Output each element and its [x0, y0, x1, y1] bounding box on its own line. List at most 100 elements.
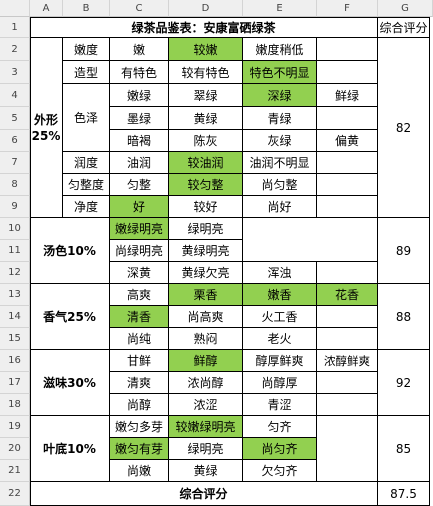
jingdu-label[interactable]: 净度	[63, 196, 110, 218]
empty-cell[interactable]	[317, 394, 378, 416]
row-header-1[interactable]: 1	[0, 17, 30, 38]
col-header-e[interactable]: E	[243, 0, 317, 17]
empty-cell[interactable]	[317, 152, 378, 174]
total-label[interactable]: 综合评分	[30, 482, 378, 506]
option-cell[interactable]: 青涩	[243, 394, 317, 416]
option-cell-selected[interactable]: 清香	[110, 306, 169, 328]
option-cell-selected[interactable]: 鲜醇	[169, 350, 243, 372]
col-header-b[interactable]: B	[63, 0, 110, 17]
row-header-2[interactable]: 2	[0, 38, 30, 61]
row-header-8[interactable]: 8	[0, 174, 30, 196]
row-header-14[interactable]: 14	[0, 306, 30, 328]
option-cell[interactable]: 有特色	[110, 61, 169, 84]
option-cell[interactable]: 黄绿	[169, 460, 243, 482]
empty-cell[interactable]	[317, 61, 378, 84]
option-cell[interactable]: 尚嫩	[110, 460, 169, 482]
tangse-label[interactable]: 汤色10%	[30, 218, 110, 284]
title-cell[interactable]: 绿茶品鉴表：安康富硒绿茶	[30, 17, 378, 38]
option-cell[interactable]: 高爽	[110, 284, 169, 306]
empty-cell[interactable]	[317, 372, 378, 394]
waixing-label[interactable]: 外形 25%	[30, 38, 63, 218]
row-header-10[interactable]: 10	[0, 218, 30, 240]
option-cell[interactable]: 黄绿明亮	[169, 240, 243, 262]
option-cell-selected[interactable]: 花香	[317, 284, 378, 306]
row-header-22[interactable]: 22	[0, 482, 30, 506]
row-header-20[interactable]: 20	[0, 438, 30, 460]
waixing-score[interactable]: 82	[378, 38, 430, 218]
option-cell[interactable]: 黄绿	[169, 107, 243, 130]
option-cell[interactable]: 醇厚鲜爽	[243, 350, 317, 372]
option-cell[interactable]: 偏黄	[317, 130, 378, 152]
option-cell[interactable]: 油润	[110, 152, 169, 174]
option-cell[interactable]: 深黄	[110, 262, 169, 284]
option-cell[interactable]: 匀齐	[243, 416, 317, 438]
row-header-21[interactable]: 21	[0, 460, 30, 482]
row-header-15[interactable]: 15	[0, 328, 30, 350]
option-cell-selected[interactable]: 栗香	[169, 284, 243, 306]
row-header-9[interactable]: 9	[0, 196, 30, 218]
option-cell[interactable]: 浓涩	[169, 394, 243, 416]
score-header-cell[interactable]: 综合评分	[378, 17, 430, 38]
row-header-7[interactable]: 7	[0, 152, 30, 174]
row-header-5[interactable]: 5	[0, 107, 30, 130]
option-cell-selected[interactable]: 较匀整	[169, 174, 243, 196]
option-cell[interactable]: 墨绿	[110, 107, 169, 130]
option-cell[interactable]: 绿明亮	[169, 438, 243, 460]
empty-cell[interactable]	[317, 306, 378, 328]
option-cell-selected[interactable]: 特色不明显	[243, 61, 317, 84]
row-header-18[interactable]: 18	[0, 394, 30, 416]
option-cell[interactable]: 油润不明显	[243, 152, 317, 174]
row-header-11[interactable]: 11	[0, 240, 30, 262]
row-header-17[interactable]: 17	[0, 372, 30, 394]
yunzhengdu-label[interactable]: 匀整度	[63, 174, 110, 196]
option-cell[interactable]: 尚醇	[110, 394, 169, 416]
option-cell[interactable]: 嫩匀多芽	[110, 416, 169, 438]
option-cell[interactable]: 嫩度稍低	[243, 38, 317, 61]
empty-cell[interactable]	[243, 218, 378, 262]
option-cell-selected[interactable]: 嫩匀有芽	[110, 438, 169, 460]
sezhe-label[interactable]: 色泽	[63, 84, 110, 152]
option-cell[interactable]: 尚好	[243, 196, 317, 218]
option-cell[interactable]: 嫩绿	[110, 84, 169, 107]
xiangqi-label[interactable]: 香气25%	[30, 284, 110, 350]
tangse-score[interactable]: 89	[378, 218, 430, 284]
option-cell[interactable]: 浑浊	[243, 262, 317, 284]
ziwei-score[interactable]: 92	[378, 350, 430, 416]
option-cell[interactable]: 熟闷	[169, 328, 243, 350]
option-cell[interactable]: 甘鲜	[110, 350, 169, 372]
row-header-16[interactable]: 16	[0, 350, 30, 372]
option-cell[interactable]: 鲜绿	[317, 84, 378, 107]
row-header-6[interactable]: 6	[0, 130, 30, 152]
select-all-corner[interactable]	[0, 0, 30, 17]
option-cell[interactable]: 绿明亮	[169, 218, 243, 240]
option-cell-selected[interactable]: 好	[110, 196, 169, 218]
nendu-label[interactable]: 嫩度	[63, 38, 110, 61]
option-cell[interactable]: 尚高爽	[169, 306, 243, 328]
empty-cell[interactable]	[317, 174, 378, 196]
zaoxing-label[interactable]: 造型	[63, 61, 110, 84]
option-cell[interactable]: 尚醇厚	[243, 372, 317, 394]
col-header-f[interactable]: F	[317, 0, 378, 17]
option-cell[interactable]: 火工香	[243, 306, 317, 328]
option-cell[interactable]: 较好	[169, 196, 243, 218]
row-header-3[interactable]: 3	[0, 61, 30, 84]
yedi-label[interactable]: 叶底10%	[30, 416, 110, 482]
option-cell[interactable]: 欠匀齐	[243, 460, 317, 482]
option-cell[interactable]: 尚绿明亮	[110, 240, 169, 262]
row-header-4[interactable]: 4	[0, 84, 30, 107]
empty-cell[interactable]	[317, 262, 378, 284]
option-cell[interactable]: 嫩	[110, 38, 169, 61]
yedi-score[interactable]: 85	[378, 416, 430, 482]
empty-cell[interactable]	[317, 328, 378, 350]
option-cell[interactable]: 青绿	[243, 107, 317, 130]
rundu-label[interactable]: 润度	[63, 152, 110, 174]
option-cell[interactable]: 翠绿	[169, 84, 243, 107]
option-cell[interactable]: 匀整	[110, 174, 169, 196]
option-cell-selected[interactable]: 嫩香	[243, 284, 317, 306]
option-cell[interactable]: 黄绿欠亮	[169, 262, 243, 284]
option-cell-selected[interactable]: 较嫩绿明亮	[169, 416, 243, 438]
col-header-a[interactable]: A	[30, 0, 63, 17]
row-header-19[interactable]: 19	[0, 416, 30, 438]
option-cell-selected[interactable]: 较油润	[169, 152, 243, 174]
option-cell-selected[interactable]: 尚匀齐	[243, 438, 317, 460]
